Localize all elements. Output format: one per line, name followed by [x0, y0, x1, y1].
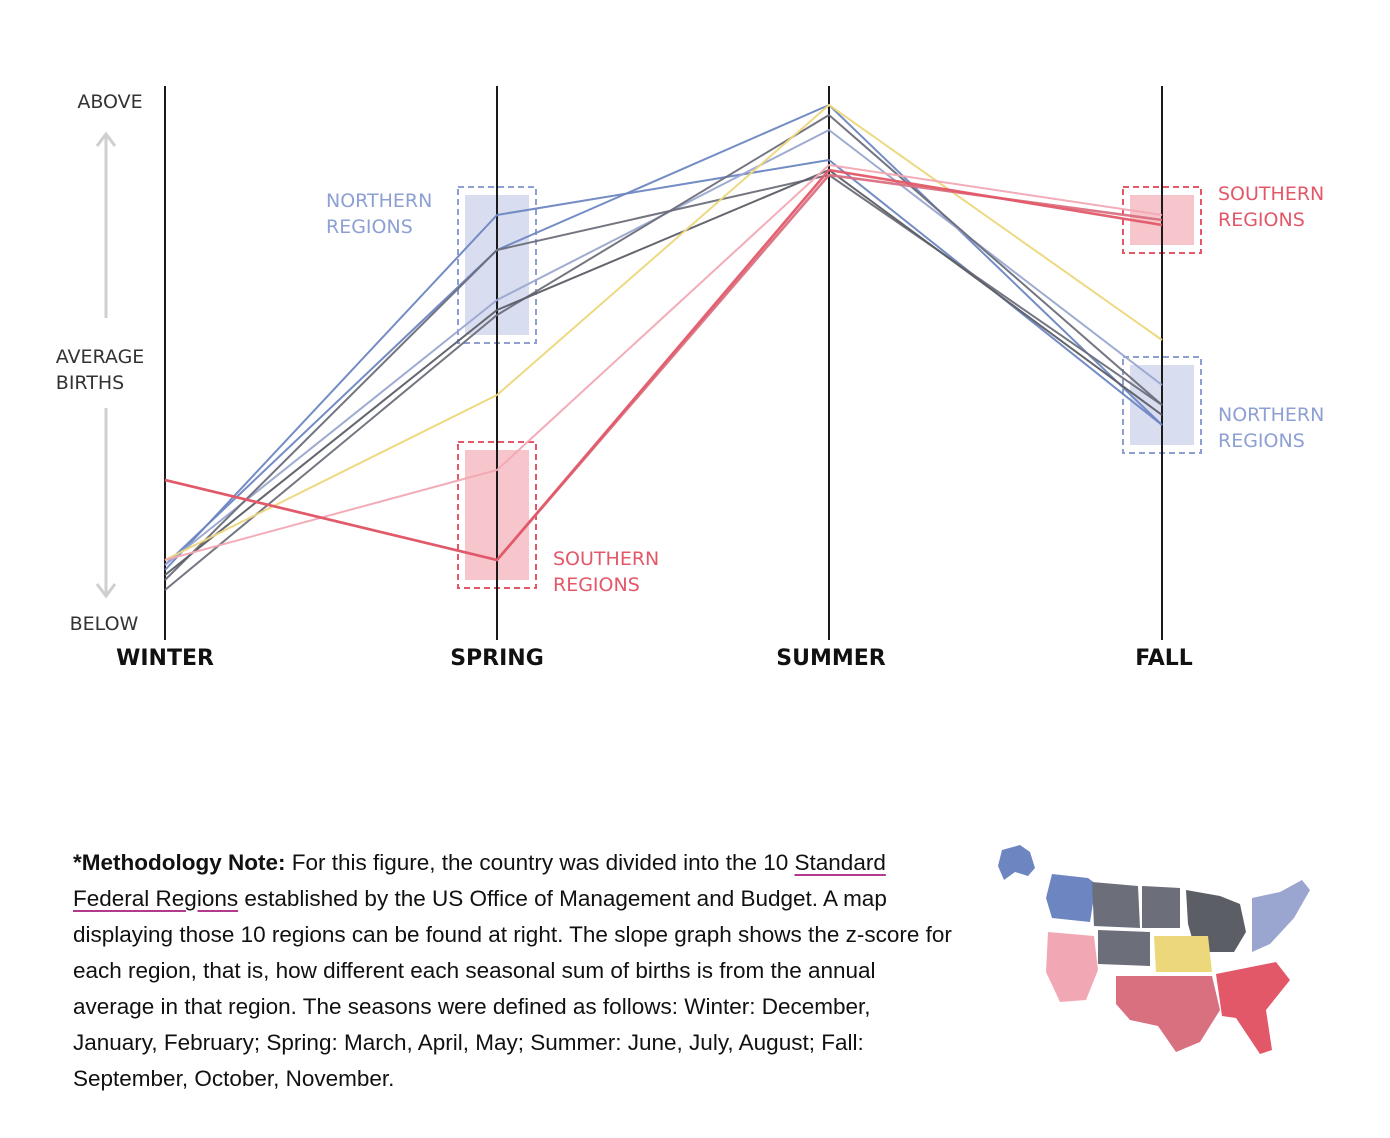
y-label-average-line1: AVERAGE: [56, 346, 145, 368]
note-text-before-link: For this figure, the country was divided…: [285, 850, 795, 875]
series-line-5: [164, 114, 1163, 591]
x-label-winter: WINTER: [116, 646, 214, 671]
map-region-northwest: [1046, 874, 1096, 922]
map-region-southeast: [1216, 962, 1290, 1054]
series-line-2: [164, 104, 1163, 566]
annotation-spring-northern-line1: NORTHERN: [326, 190, 432, 212]
note-lead: *Methodology Note:: [73, 850, 286, 875]
slope-graph: ABOVE AVERAGE BIRTHS BELOW WINTER SPRING…: [56, 86, 1325, 671]
annotation-spring-northern-line2: REGIONS: [326, 216, 413, 238]
us-regions-map: [998, 845, 1310, 1054]
annotation-spring-southern-line2: REGIONS: [553, 574, 640, 596]
map-region-mountain-north: [1092, 882, 1140, 928]
annotation-spring-southern-line1: SOUTHERN: [553, 548, 659, 570]
series-line-3: [164, 129, 1163, 566]
x-label-spring: SPRING: [450, 646, 544, 671]
y-label-above: ABOVE: [77, 91, 142, 113]
chart-labels: ABOVE AVERAGE BIRTHS BELOW WINTER SPRING…: [56, 91, 1325, 671]
map-region-south-central: [1116, 976, 1220, 1052]
annotation-fall-southern-line1: SOUTHERN: [1218, 183, 1324, 205]
series-line-6: [164, 169, 1163, 576]
map-region-pacific: [1046, 932, 1098, 1002]
series-line-9: [164, 173, 1163, 562]
x-label-summer: SUMMER: [776, 646, 886, 671]
map-region-dakotas: [1142, 886, 1180, 928]
series-line-10: [164, 168, 1163, 562]
map-region-mountain-south: [1098, 930, 1150, 966]
annotation-fall-northern-line2: REGIONS: [1218, 430, 1305, 452]
y-label-average-line2: BIRTHS: [56, 372, 124, 394]
series-line-7: [164, 104, 1163, 561]
map-region-alaska: [998, 845, 1035, 880]
series-line-4: [164, 174, 1163, 581]
series-line-8: [164, 164, 1163, 561]
note-text-after-link: established by the US Office of Manageme…: [73, 886, 952, 1091]
standard-federal-regions-link[interactable]: Standard Federal Regions: [73, 850, 886, 911]
region-lines: [164, 104, 1163, 591]
methodology-note: *Methodology Note: For this figure, the …: [73, 845, 953, 1097]
x-label-fall: FALL: [1135, 646, 1193, 671]
map-region-central: [1154, 936, 1212, 972]
y-axis-arrows: [95, 131, 117, 599]
y-label-below: BELOW: [70, 613, 139, 635]
annotation-fall-northern-line1: NORTHERN: [1218, 404, 1324, 426]
season-axes: [164, 86, 1163, 640]
map-region-northeast: [1252, 880, 1310, 952]
annotation-fall-southern-line2: REGIONS: [1218, 209, 1305, 231]
